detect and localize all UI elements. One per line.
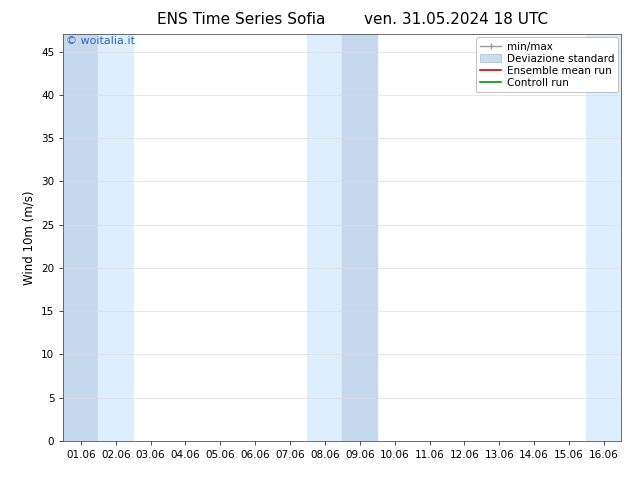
Legend: min/max, Deviazione standard, Ensemble mean run, Controll run: min/max, Deviazione standard, Ensemble m… — [476, 37, 618, 92]
Bar — [307, 34, 342, 441]
Bar — [98, 34, 133, 441]
Text: ENS Time Series Sofia: ENS Time Series Sofia — [157, 12, 325, 27]
Bar — [342, 34, 377, 441]
Text: © woitalia.it: © woitalia.it — [66, 36, 135, 47]
Y-axis label: Wind 10m (m/s): Wind 10m (m/s) — [23, 191, 36, 285]
Bar — [586, 34, 621, 441]
Bar — [63, 34, 98, 441]
Text: ven. 31.05.2024 18 UTC: ven. 31.05.2024 18 UTC — [365, 12, 548, 27]
